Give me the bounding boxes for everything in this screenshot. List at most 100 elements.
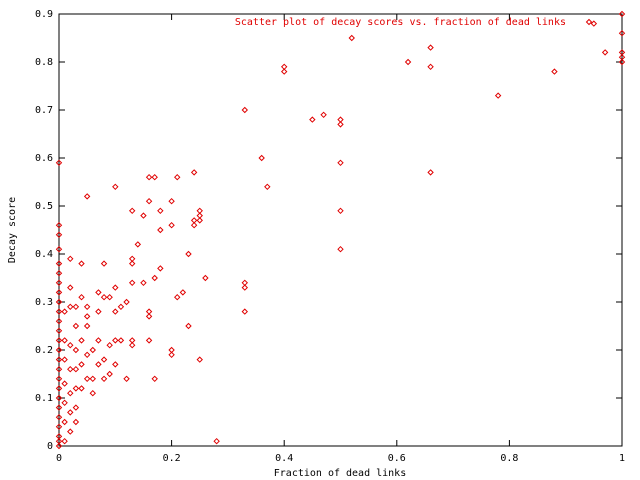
point <box>145 337 153 344</box>
point <box>55 337 63 344</box>
point <box>168 221 175 229</box>
point <box>67 428 74 435</box>
y-tick-label: 0.3 <box>35 297 53 308</box>
point <box>185 250 192 258</box>
point <box>61 308 68 315</box>
point <box>157 265 164 272</box>
point <box>151 173 158 181</box>
point <box>174 173 181 181</box>
point <box>72 385 80 392</box>
point <box>404 58 412 66</box>
x-tick-label: 0.2 <box>163 453 181 464</box>
point <box>55 279 63 287</box>
point <box>95 361 102 368</box>
point <box>55 375 63 383</box>
point <box>55 385 63 392</box>
point <box>601 49 609 56</box>
point <box>241 284 248 291</box>
point <box>83 303 91 311</box>
point <box>100 260 108 267</box>
point <box>55 365 63 373</box>
point <box>337 121 344 128</box>
point <box>67 255 74 263</box>
point <box>618 10 626 18</box>
point <box>123 298 130 306</box>
point <box>67 303 74 311</box>
point <box>55 413 63 421</box>
point <box>61 337 68 344</box>
point <box>55 404 63 411</box>
point <box>112 183 119 191</box>
point <box>55 289 63 296</box>
point <box>196 217 203 224</box>
point <box>168 351 175 359</box>
point <box>83 193 91 200</box>
point <box>337 207 344 215</box>
point <box>55 298 63 306</box>
point <box>55 308 63 315</box>
point <box>157 207 164 215</box>
point <box>61 437 68 445</box>
point <box>55 423 63 431</box>
point <box>145 313 153 320</box>
point <box>309 116 316 123</box>
point <box>61 356 68 363</box>
point <box>95 337 102 344</box>
point <box>78 337 85 344</box>
point <box>241 308 248 315</box>
point <box>55 245 63 253</box>
point <box>55 442 63 450</box>
point <box>83 313 91 320</box>
point <box>337 159 344 167</box>
y-tick-label: 0.8 <box>35 57 53 68</box>
point <box>61 380 68 387</box>
point <box>117 337 125 344</box>
y-tick-label: 0.2 <box>35 345 53 356</box>
point <box>78 361 85 368</box>
point <box>179 289 187 296</box>
point <box>83 351 91 359</box>
point <box>196 356 203 363</box>
point <box>618 58 626 66</box>
point <box>427 44 434 51</box>
point <box>100 356 108 363</box>
point <box>280 68 288 75</box>
point <box>128 279 136 287</box>
point <box>157 226 164 234</box>
point <box>89 375 96 383</box>
point <box>123 375 130 383</box>
point <box>83 375 91 383</box>
point <box>241 106 248 114</box>
y-tick-label: 0.5 <box>35 201 53 212</box>
point <box>100 375 108 383</box>
point <box>55 260 63 267</box>
y-tick-label: 0 <box>47 441 53 452</box>
point <box>78 293 85 301</box>
point <box>67 389 74 397</box>
point <box>89 389 96 397</box>
point <box>348 34 355 42</box>
point <box>258 154 265 162</box>
y-tick-label: 0.4 <box>35 249 53 260</box>
point <box>337 245 344 253</box>
point <box>55 269 63 277</box>
point <box>117 303 125 311</box>
point <box>112 284 119 291</box>
point <box>427 169 434 176</box>
legend-marker <box>585 18 593 26</box>
legend-label: Scatter plot of decay scores vs. fractio… <box>235 17 566 28</box>
point <box>72 322 80 330</box>
point <box>151 375 158 383</box>
point <box>55 356 63 363</box>
point <box>168 197 175 205</box>
point <box>72 404 80 411</box>
point <box>55 327 63 335</box>
x-axis-label: Fraction of dead links <box>274 468 406 479</box>
point <box>590 20 598 27</box>
x-tick-label: 0.4 <box>275 453 293 464</box>
point <box>55 346 63 354</box>
point <box>202 274 209 282</box>
point <box>145 197 153 205</box>
